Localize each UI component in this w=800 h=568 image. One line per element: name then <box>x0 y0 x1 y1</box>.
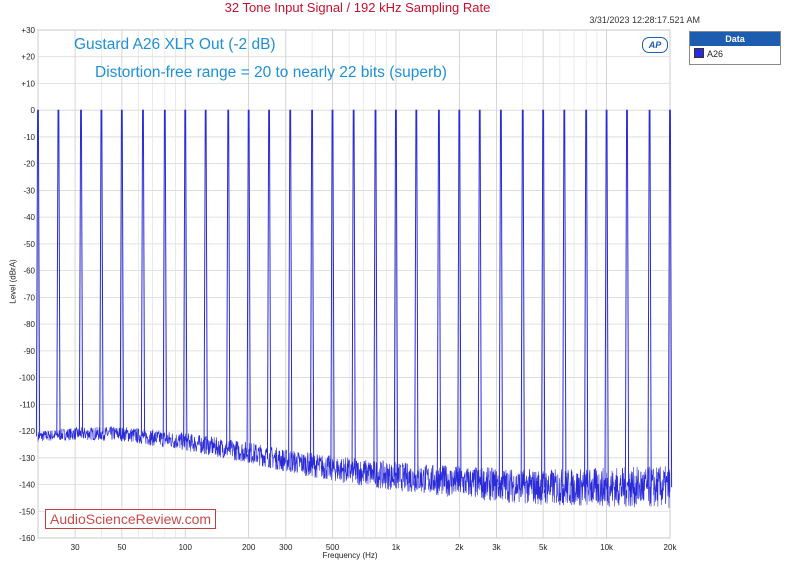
timestamp: 3/31/2023 12:28:17.521 AM <box>589 15 700 25</box>
noise-floor-trace <box>37 426 671 509</box>
x-tick-label: 100 <box>179 543 193 552</box>
tone-peak <box>119 109 124 434</box>
y-tick-label: -80 <box>23 320 35 329</box>
y-tick-label: -100 <box>19 374 36 383</box>
chart-title: 32 Tone Input Signal / 192 kHz Sampling … <box>224 0 491 15</box>
annotation-device: Gustard A26 XLR Out (-2 dB) <box>74 36 276 53</box>
x-axis-label: Frequency (Hz) <box>322 551 378 560</box>
tone-peak <box>667 109 673 488</box>
x-tick-label: 10k <box>600 543 614 552</box>
x-tick-label: 1k <box>392 543 401 552</box>
legend: Data A26 <box>689 31 781 65</box>
tone-peak <box>99 109 104 434</box>
tone-peaks <box>35 109 673 488</box>
tone-peak <box>56 109 61 435</box>
x-tick-label: 300 <box>279 543 293 552</box>
tone-peak <box>330 109 335 469</box>
tone-peak <box>436 109 442 481</box>
x-tick-label: 3k <box>492 543 501 552</box>
tone-peak <box>246 109 251 453</box>
x-tick-label: 500 <box>326 543 340 552</box>
y-tick-label: +10 <box>21 79 35 88</box>
tone-peak <box>584 109 589 488</box>
tone-peak <box>477 109 482 484</box>
watermark: AudioScienceReview.com <box>45 509 217 529</box>
tone-peak <box>520 109 525 487</box>
legend-header: Data <box>690 32 780 46</box>
y-axis-ticks: +30 +20 +10 0 -10 -20 -30 -40 -50 -60 -70 -80 -90 -10… <box>19 26 36 543</box>
y-axis-label: Level (dBrA) <box>8 259 18 304</box>
y-tick-label: -70 <box>23 293 35 302</box>
tone-peak <box>647 109 652 488</box>
tone-peak <box>541 109 546 488</box>
tone-peak <box>562 109 567 488</box>
tone-peak <box>140 109 146 437</box>
y-tick-label: -10 <box>23 133 35 142</box>
y-tick-label: 0 <box>31 106 36 115</box>
y-tick-label: +30 <box>21 26 35 35</box>
legend-swatch <box>694 48 704 58</box>
x-tick-label: 20k <box>664 543 678 552</box>
tone-peak <box>183 109 188 442</box>
y-tick-label: -150 <box>19 507 36 516</box>
x-tick-label: 5k <box>539 543 548 552</box>
tone-peak <box>203 109 208 446</box>
x-axis-ticks: 30 50 100 200 300 500 1k 2k 3k 5k 10k 20k <box>71 543 678 552</box>
legend-entry[interactable]: A26 <box>690 46 780 62</box>
tone-peak <box>393 109 399 477</box>
y-tick-label: -60 <box>23 267 35 276</box>
y-tick-label: +20 <box>21 53 35 62</box>
y-tick-label: -40 <box>23 213 35 222</box>
x-tick-label: 200 <box>242 543 256 552</box>
tone-peak <box>78 109 84 434</box>
x-tick-label: 50 <box>117 543 126 552</box>
tone-peak <box>266 109 272 457</box>
x-tick-label: 30 <box>71 543 80 552</box>
ap-logo: AP <box>642 37 668 53</box>
tone-peak <box>35 109 41 437</box>
tone-peak <box>162 109 167 440</box>
y-tick-label: -120 <box>19 427 36 436</box>
tone-peak <box>604 109 609 488</box>
tone-peak <box>498 109 503 485</box>
y-tick-label: -110 <box>20 400 36 409</box>
tone-peak <box>288 109 293 462</box>
y-tick-label: -90 <box>23 347 35 356</box>
annotation-range: Distortion-free range = 20 to nearly 22 … <box>95 64 447 81</box>
tone-peak <box>373 109 378 474</box>
tone-peak <box>351 109 356 472</box>
y-tick-label: -20 <box>23 160 35 169</box>
y-tick-label: -130 <box>19 454 36 463</box>
legend-entry-label: A26 <box>707 49 724 59</box>
tone-peak <box>414 109 419 479</box>
tone-peak <box>457 109 462 482</box>
y-tick-label: -30 <box>23 186 35 195</box>
tone-peak <box>624 109 630 488</box>
tone-peak <box>226 109 231 450</box>
y-tick-label: -50 <box>23 240 35 249</box>
tone-peak <box>309 109 315 465</box>
y-tick-label: -160 <box>19 534 36 543</box>
x-tick-label: 2k <box>455 543 464 552</box>
y-tick-label: -140 <box>19 481 36 490</box>
